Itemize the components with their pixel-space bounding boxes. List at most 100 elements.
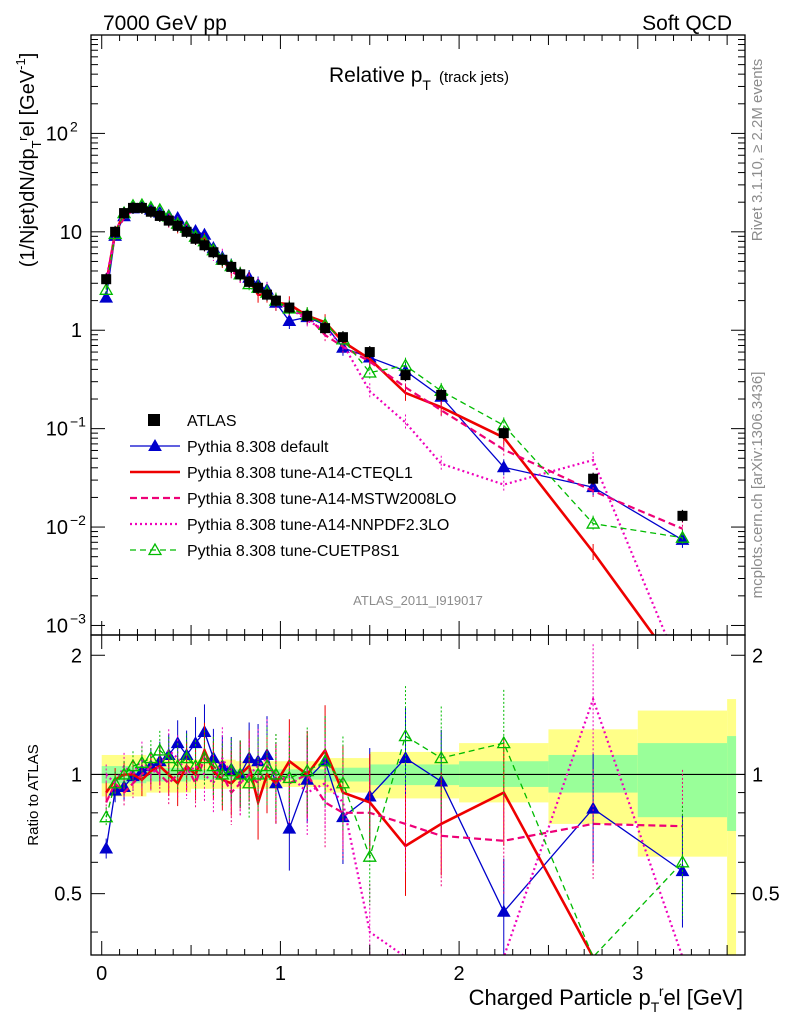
y-tick-label-main: 10 (60, 222, 82, 244)
ratio-band-green (727, 736, 737, 831)
series-marker-ratio-4 (108, 775, 123, 789)
x-tick-label: 1 (275, 963, 286, 985)
legend-label: Pythia 8.308 tune-A14-CTEQL1 (187, 465, 413, 482)
series-marker-ratio-4 (188, 758, 203, 772)
series-marker-main-4 (362, 365, 377, 378)
data-point (172, 220, 183, 231)
series-marker-ratio-0 (188, 736, 203, 749)
series-marker-ratio-0 (586, 801, 600, 814)
data-point (677, 510, 688, 521)
data-point (119, 208, 130, 219)
data-point (498, 428, 509, 439)
legend-item: Pythia 8.308 default (130, 438, 329, 456)
series-marker-ratio-4 (161, 750, 176, 764)
legend-label: Pythia 8.308 tune-A14-NNPDF2.3LO (187, 517, 449, 534)
series-marker-main-0 (99, 290, 114, 303)
series-marker-ratio-4 (282, 770, 297, 784)
data-point (127, 202, 138, 213)
y-axis-label-ratio: Ratio to ATLAS (25, 744, 42, 845)
legend-label: ATLAS (187, 413, 237, 430)
series-marker-ratio-4 (496, 735, 511, 749)
series-marker-main-0 (496, 460, 511, 473)
energy-label: 7000 GeV pp (103, 12, 227, 35)
y-tick-label-ratio-right: 2 (752, 645, 763, 667)
series-marker-ratio-0 (282, 821, 297, 834)
data-point (163, 215, 174, 226)
y-tick-exponent-main: 2 (70, 118, 78, 134)
series-marker-ratio-4 (268, 767, 284, 780)
data-point (253, 282, 264, 293)
series-marker-ratio-4 (250, 767, 266, 780)
y-tick-exponent-main: −2 (70, 512, 86, 528)
series-marker-ratio-4 (300, 763, 315, 777)
series-marker-ratio-4 (116, 767, 132, 780)
plot-title: Relative pT (track jets) (329, 64, 509, 93)
ratio-axes: 0 1 2 3 2 2 1 1 0.5 0.5 (54, 635, 780, 985)
data-point (302, 310, 313, 321)
ratio-frame (90, 634, 746, 956)
series-marker-ratio-4 (317, 753, 333, 767)
series-marker-main-0 (282, 313, 297, 327)
series-marker-ratio-4 (398, 728, 413, 742)
series-marker-ratio-4 (152, 743, 167, 756)
series-marker-ratio-4 (335, 775, 351, 789)
legend-item: Pythia 8.308 tune-A14-MSTW2008LO (130, 491, 456, 508)
series-marker-ratio-4 (259, 758, 275, 772)
data-point (101, 274, 112, 285)
y-tick-label-main: 10 (46, 123, 68, 145)
legend-item: Pythia 8.308 tune-CUETP8S1 (130, 542, 400, 560)
y-tick-label-ratio-right: 0.5 (752, 884, 780, 906)
legend-swatch-atlas (148, 414, 160, 426)
series-marker-ratio-4 (675, 854, 690, 868)
legend-label: Pythia 8.308 tune-CUETP8S1 (187, 543, 400, 560)
series-marker-ratio-0 (99, 841, 114, 854)
data-point (208, 247, 219, 258)
data-point (244, 276, 255, 287)
series-marker-ratio-4 (233, 767, 248, 780)
data-point (199, 240, 210, 251)
data-point (337, 332, 348, 343)
x-axis-label: Charged Particle pTrel [GeV] (469, 983, 743, 1015)
data-point (190, 233, 201, 244)
y-tick-label-ratio-right: 1 (752, 764, 763, 786)
series-marker-ratio-4 (179, 750, 194, 764)
x-tick-label: 2 (454, 963, 465, 985)
data-point (262, 289, 273, 300)
legend: ATLAS Pythia 8.308 default Pythia 8.308 tu… (130, 413, 456, 560)
data-point (181, 226, 192, 237)
ratio-plot-content (91, 644, 745, 955)
series-marker-ratio-4 (170, 758, 185, 772)
x-tick-label: 3 (632, 963, 643, 985)
legend-item: Pythia 8.308 tune-A14-NNPDF2.3LO (130, 517, 449, 534)
data-point (436, 389, 447, 400)
category-label: Soft QCD (642, 12, 732, 35)
data-point (154, 210, 165, 221)
main-plot-content (99, 197, 690, 635)
data-point (226, 261, 237, 272)
series-marker-ratio-0 (496, 904, 511, 917)
series-line-main-4 (105, 204, 683, 539)
data-point (217, 254, 228, 265)
y-tick-label-main: 10 (46, 517, 68, 539)
data-point (145, 206, 156, 217)
series-marker-ratio-4 (434, 750, 449, 764)
data-point (110, 226, 121, 237)
y-tick-label-main: 10 (46, 615, 68, 637)
series-marker-main-4 (675, 530, 690, 543)
series-marker-ratio-4 (224, 763, 239, 777)
ratio-panel: 0 1 2 3 2 2 1 1 0.5 0.5 (54, 634, 780, 985)
analysis-watermark: ATLAS_2011_I919017 (353, 593, 483, 608)
data-point (364, 347, 375, 358)
series-marker-main-4 (99, 282, 114, 295)
data-point (400, 370, 411, 381)
legend-swatch-marker (148, 438, 162, 451)
data-point (136, 202, 147, 213)
y-tick-label-ratio: 1 (71, 764, 82, 786)
series-line-ratio-2 (105, 756, 683, 842)
y-tick-label-main: 10 (46, 419, 68, 441)
legend-label: Pythia 8.308 default (187, 439, 329, 456)
legend-item: ATLAS (148, 413, 237, 430)
data-point (235, 269, 246, 280)
